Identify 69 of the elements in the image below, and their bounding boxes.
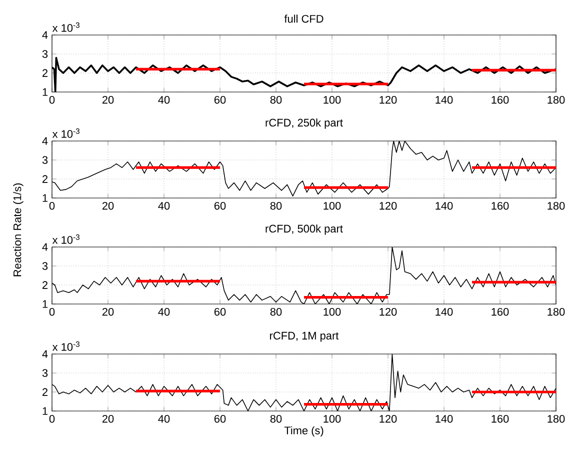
x-tick-label: 80	[270, 96, 282, 104]
x-tick-label: 80	[270, 202, 282, 210]
x-tick-label: 40	[158, 414, 170, 423]
x-tick-label: 60	[214, 96, 226, 104]
chart-title: rCFD, 500k part	[266, 224, 343, 235]
line-series	[52, 354, 556, 411]
x-tick-label: 100	[324, 414, 341, 423]
x-tick-label: 120	[380, 202, 397, 210]
y-tick-label: 4	[42, 31, 48, 39]
y-tick-label: 1	[42, 88, 48, 96]
x-tick-label: 40	[158, 308, 170, 316]
x-tick-label: 80	[270, 308, 282, 316]
x-tick-label: 180	[548, 202, 565, 210]
x-tick-label: 60	[214, 308, 226, 316]
x-tick-label: 40	[158, 96, 170, 104]
x-tick-label: 120	[380, 308, 397, 316]
x-tick-label: 160	[492, 414, 509, 423]
line-series	[52, 246, 556, 304]
x-tick-label: 180	[548, 308, 565, 316]
y-tick-label: 2	[42, 69, 48, 77]
y-axis-title: Reaction Rate (1/s)	[13, 183, 24, 276]
x-tick-label: 0	[49, 96, 55, 104]
x-axis-title: Time (s)	[284, 426, 324, 437]
y-tick-label: 3	[42, 369, 48, 377]
x-tick-label: 140	[436, 308, 453, 316]
x-tick-label: 60	[214, 202, 226, 210]
text: x 10$^{-3}$	[52, 341, 80, 351]
y-tick-label: 4	[42, 243, 48, 251]
x-tick-label: 0	[49, 414, 55, 423]
y-tick-label: 3	[42, 262, 48, 270]
y-tick-label: 3	[42, 50, 48, 58]
x-tick-label: 60	[214, 414, 226, 423]
x-tick-label: 100	[324, 308, 341, 316]
x-tick-label: 160	[492, 96, 509, 104]
y-tick-label: 3	[42, 156, 48, 164]
text: x 10$^{-3}$	[52, 128, 80, 138]
x-tick-label: 120	[380, 96, 397, 104]
x-tick-label: 160	[492, 202, 509, 210]
line-series	[52, 140, 556, 196]
x-tick-label: 120	[380, 414, 397, 423]
y-tick-label: 4	[42, 350, 48, 358]
x-tick-label: 20	[102, 202, 114, 210]
x-tick-label: 80	[270, 414, 282, 423]
x-tick-label: 140	[436, 96, 453, 104]
y-tick-label: 4	[42, 137, 48, 145]
x-tick-label: 100	[324, 96, 341, 104]
chart-title: rCFD, 250k part	[266, 118, 343, 129]
x-tick-label: 180	[548, 96, 565, 104]
y-tick-label: 1	[42, 300, 48, 308]
text: x 10$^{-3}$	[52, 22, 80, 32]
y-tick-label: 2	[42, 175, 48, 183]
x-tick-label: 180	[548, 414, 565, 423]
x-tick-label: 20	[102, 308, 114, 316]
x-tick-label: 20	[102, 414, 114, 423]
y-tick-label: 1	[42, 407, 48, 415]
y-tick-label: 1	[42, 194, 48, 202]
x-tick-label: 140	[436, 202, 453, 210]
x-tick-label: 0	[49, 202, 55, 210]
x-tick-label: 0	[49, 308, 55, 316]
x-tick-label: 160	[492, 308, 509, 316]
text: x 10$^{-3}$	[52, 234, 80, 244]
chart-title: rCFD, 1M part	[270, 332, 339, 342]
x-tick-label: 40	[158, 202, 170, 210]
x-tick-label: 20	[102, 96, 114, 104]
y-tick-label: 2	[42, 281, 48, 289]
x-tick-label: 100	[324, 202, 341, 210]
x-tick-label: 140	[436, 414, 453, 423]
chart-title: full CFD	[284, 14, 324, 23]
y-tick-label: 2	[42, 388, 48, 396]
